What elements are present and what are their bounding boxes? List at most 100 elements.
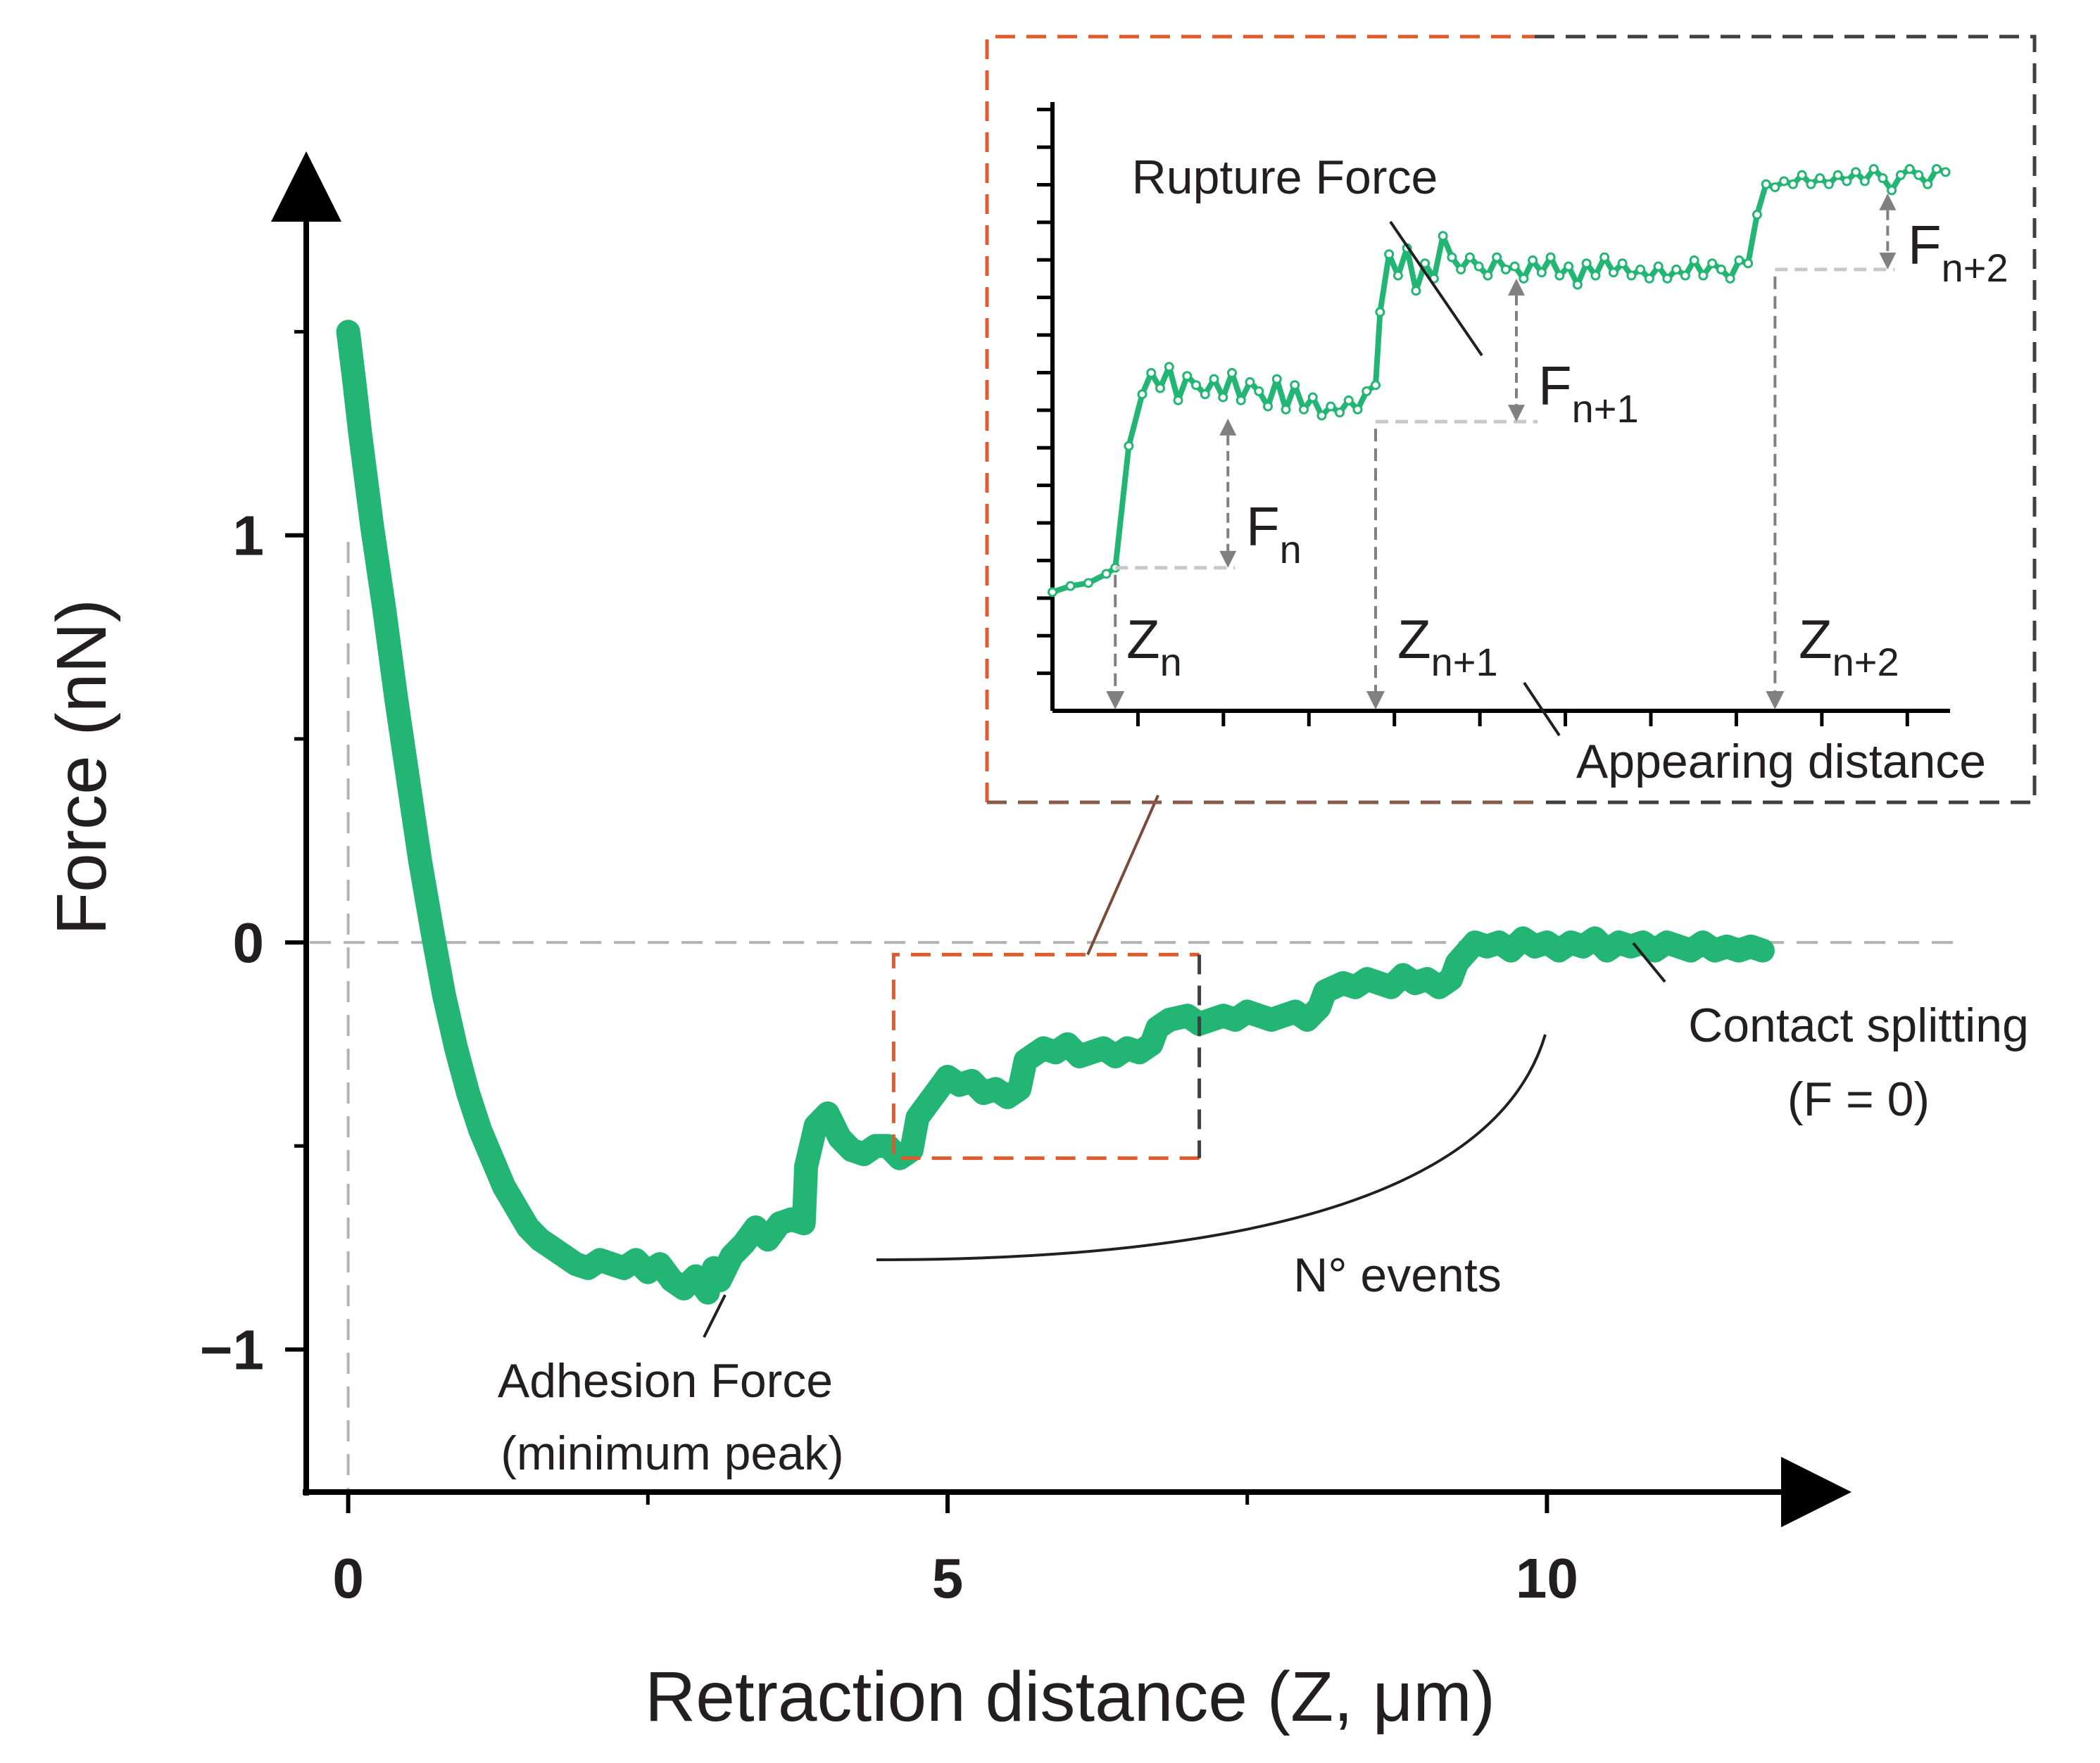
z-step-subscript-n: n <box>1160 640 1182 684</box>
inset-data-point <box>1137 389 1148 400</box>
x-tick-label: 0 <box>332 1547 364 1610</box>
rupture-pointer-line <box>1389 220 1483 357</box>
inset-data-point <box>1191 380 1201 391</box>
zoom-connector-line <box>1086 795 1159 956</box>
inset-frame-orange-edges <box>985 34 1535 802</box>
inset-data-point <box>1083 578 1093 588</box>
inset-data-point <box>1411 286 1421 296</box>
adhesion-label-line2: (minimum peak) <box>501 1427 843 1480</box>
inset-data-point <box>1617 258 1628 269</box>
z-drop-arrowhead <box>1106 691 1125 709</box>
inset-data-point <box>1362 386 1372 396</box>
inset-data-point <box>1326 401 1336 412</box>
inset-data-point <box>1564 261 1574 272</box>
y-tick-label: 0 <box>233 911 265 974</box>
events-annotation: N° events <box>876 1034 1547 1302</box>
force-step-arrowhead-top <box>1508 278 1525 296</box>
x-tick-label: 5 <box>932 1547 964 1610</box>
force-step-label-n2: Fn+2 <box>1908 214 2008 290</box>
inset-data-point <box>1662 273 1673 284</box>
inset-data-point <box>1420 258 1431 269</box>
x-tick-label: 10 <box>1516 1547 1578 1610</box>
inset-data-point <box>1227 367 1237 378</box>
inset-frame <box>985 34 2037 804</box>
inset-data-point <box>1392 270 1403 281</box>
inset-data-point <box>1182 371 1193 381</box>
inset-data-point <box>1797 170 1807 180</box>
inset-data-point <box>1371 380 1381 391</box>
inset-data-point <box>1101 569 1112 579</box>
force-step-arrowhead-bottom <box>1219 550 1237 568</box>
inset-data-point <box>1492 252 1502 263</box>
inset-data-point <box>1626 270 1637 281</box>
z-drop-arrowhead <box>1766 691 1785 709</box>
inset-data-point <box>1815 173 1825 184</box>
inset-data-point <box>1608 267 1618 278</box>
inset-data-point <box>1236 395 1246 405</box>
inset-data-point <box>1779 176 1790 187</box>
z-step-label-n: Zn <box>1126 608 1182 684</box>
inset-data-point <box>1307 392 1318 403</box>
z-step-symbol-n1: Z <box>1397 608 1431 670</box>
inset-data-point <box>1707 258 1718 269</box>
main-axes <box>271 151 1851 1527</box>
z-step-subscript-n1: n+1 <box>1431 640 1498 684</box>
inset-data-point <box>1146 367 1157 378</box>
inset-data-point <box>1823 179 1834 189</box>
inset-data-point <box>1263 401 1273 412</box>
inset-data-point <box>1868 164 1879 175</box>
inset-data-point <box>1124 441 1134 451</box>
main-curve-layer <box>336 320 1775 1305</box>
events-label: N° events <box>1293 1249 1502 1302</box>
inset-data-point <box>1254 386 1264 396</box>
inset-data-point <box>1671 264 1682 274</box>
force-step-label-n: Fn <box>1246 495 1302 571</box>
inset-data-point <box>1299 404 1309 415</box>
inset-data-point <box>1832 170 1843 180</box>
inset-data-point <box>1787 179 1798 189</box>
appearing-pointer-line <box>1523 681 1561 737</box>
inset-step-markers <box>1106 193 1897 709</box>
zoom-box <box>891 795 1202 1161</box>
inset-data-point <box>1680 270 1690 281</box>
force-step-arrowhead-bottom <box>1508 405 1525 422</box>
inset-data-point <box>1519 273 1529 284</box>
inset-data-point <box>1456 264 1466 274</box>
inset-data-point <box>1599 252 1610 263</box>
inset-data-point <box>1940 167 1951 177</box>
zoom-box-orange-edges <box>891 952 1200 1161</box>
force-step-subscript-n1: n+1 <box>1572 386 1639 431</box>
inset-data-point <box>1554 270 1565 281</box>
force-step-arrowhead-top <box>1879 193 1897 210</box>
force-step-subscript-n: n <box>1280 527 1302 571</box>
adhesion-label-line1: Adhesion Force <box>498 1354 833 1408</box>
inset-data-point <box>1895 170 1906 180</box>
inset-data-point <box>1316 410 1327 421</box>
inset-data-point <box>1904 164 1915 175</box>
inset-axes <box>1037 102 1950 726</box>
inset-data-point <box>1438 231 1448 241</box>
inset-data-point <box>1155 383 1165 393</box>
inset-data-point <box>1725 273 1735 284</box>
z-step-label-n1: Zn+1 <box>1397 608 1498 684</box>
force-step-symbol-n1: F <box>1538 355 1572 417</box>
inset-data-point <box>1375 307 1385 317</box>
inset-data-point <box>1851 167 1861 177</box>
inset-data-point <box>1290 380 1300 391</box>
inset-data-point <box>1806 179 1816 189</box>
inset-curve-layer <box>1048 164 1951 598</box>
z-step-label-n2: Zn+2 <box>1799 608 1899 684</box>
adhesion-annotation: Adhesion Force (minimum peak) <box>498 1294 844 1480</box>
y-axis-title: Force (nN) <box>42 599 121 935</box>
inset-data-point <box>1859 176 1870 187</box>
inset-data-point <box>1752 210 1762 220</box>
inset-data-point <box>1528 255 1538 265</box>
splitting-label-line2: (F = 0) <box>1787 1073 1930 1126</box>
events-brace-arc <box>876 1034 1547 1261</box>
inset-data-point <box>1590 270 1601 281</box>
inset-frame-dark-edges <box>1535 34 2037 804</box>
splitting-annotation: Contact splitting (F = 0) <box>1632 942 2029 1126</box>
z-step-subscript-n2: n+2 <box>1832 640 1899 684</box>
